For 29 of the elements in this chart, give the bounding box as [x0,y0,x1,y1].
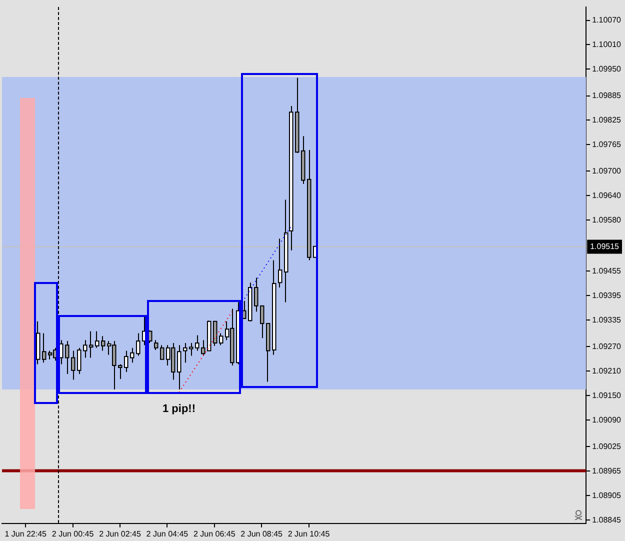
y-tick-label: 1.09025 [592,442,622,451]
y-tick-label: 1.09765 [592,140,622,149]
x-tick-label: 2 Jun 06:45 [193,529,236,538]
x-tick-label: 1 Jun 22:45 [4,529,48,538]
y-tick-label: 1.09580 [592,215,622,224]
x-tick-label: 2 Jun 00:45 [52,529,94,538]
x-tick-label: 2 Jun 04:45 [146,529,189,538]
y-tick-label: 1.10070 [592,15,622,24]
x-tick-label: 2 Jun 10:45 [288,529,330,538]
y-tick-label: 1.09885 [592,90,622,100]
y-tick-label: 1.09640 [592,190,622,200]
y-tick-label: 1.09825 [592,115,622,124]
x-tick-label: 2 Jun 02:45 [99,529,142,538]
y-tick-label: 1.09210 [592,366,622,376]
y-tick-label: 1.08905 [592,490,622,500]
y-tick-label: 1.09335 [592,315,622,324]
y-tick-label: 1.09090 [592,415,622,424]
y-tick-label: 1.09395 [592,290,622,300]
y-tick-label: 1.10010 [592,40,622,49]
y-tick-label: 1.08845 [592,515,622,524]
x-tick-label: 2 Jun 08:45 [240,529,284,538]
annotation: 1 pip!! [162,403,196,416]
y-tick-label: 1.09700 [592,166,622,176]
y-tick-label: 1.09270 [592,342,622,351]
y-tick-label: 1.09455 [592,266,622,276]
y-tick-label: 1.08965 [592,466,622,476]
y-tick-label: 1.09950 [592,64,622,74]
ref-line-label: 1.09515 [590,242,620,251]
y-tick-label: 1.09150 [592,390,622,400]
